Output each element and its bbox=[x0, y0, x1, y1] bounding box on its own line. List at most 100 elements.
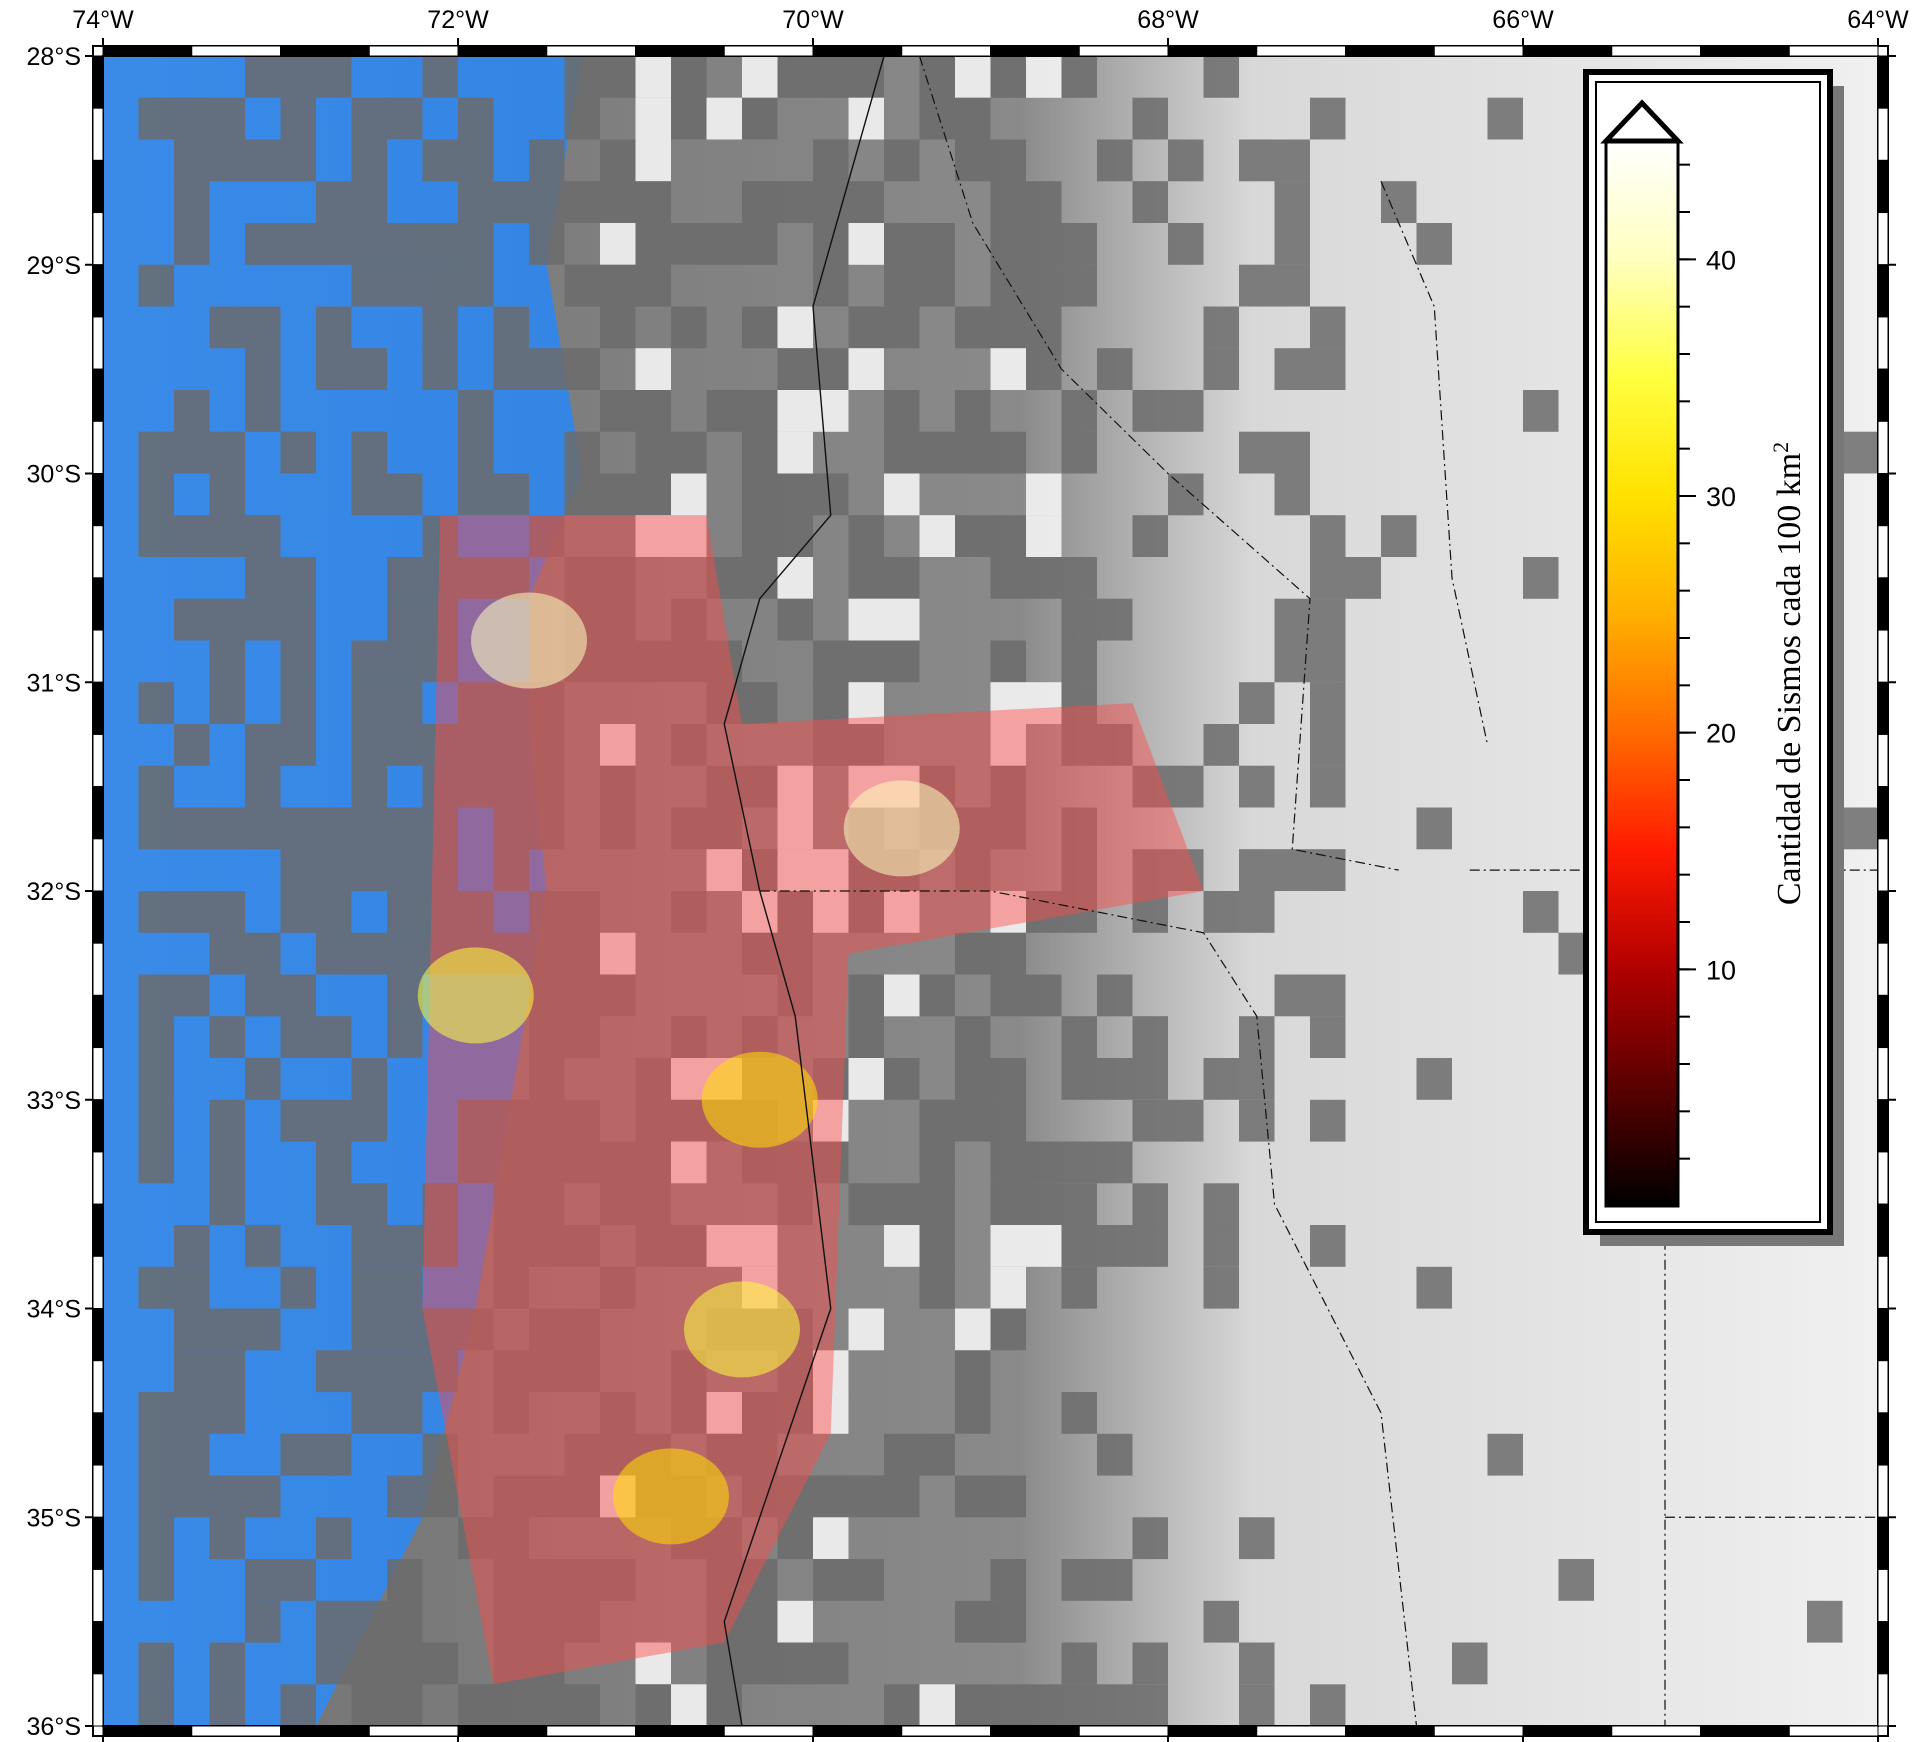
seismicity-cell bbox=[1310, 306, 1346, 349]
frame-segment bbox=[92, 681, 104, 735]
frame-segment bbox=[1877, 786, 1889, 840]
seismicity-cell bbox=[1310, 724, 1346, 766]
seismicity-cell bbox=[316, 891, 352, 933]
seismicity-cell bbox=[280, 56, 316, 98]
seismicity-cell bbox=[351, 1392, 387, 1434]
frame-segment bbox=[1877, 1673, 1889, 1727]
seismicity-cell bbox=[209, 1099, 245, 1142]
seismicity-cell bbox=[1239, 1684, 1275, 1726]
seismicity-cell bbox=[564, 974, 600, 1017]
seismicity-cell bbox=[174, 431, 210, 474]
seismicity-cell bbox=[209, 1517, 245, 1560]
seismicity-cell bbox=[209, 891, 245, 933]
seismicity-cell bbox=[280, 139, 316, 182]
frame-segment bbox=[92, 1203, 104, 1257]
seismicity-cell bbox=[635, 56, 671, 98]
seismicity-cell bbox=[1097, 1225, 1133, 1267]
seismicity-cell bbox=[671, 306, 707, 349]
seismicity-cell bbox=[174, 181, 210, 223]
seismicity-cell bbox=[990, 1183, 1026, 1226]
seismicity-cell bbox=[600, 1559, 636, 1601]
seismicity-cell bbox=[706, 849, 742, 891]
seismicity-cell bbox=[422, 765, 458, 808]
colorbar-title: Cantidad de Sismos cada 100 km2 bbox=[1768, 442, 1809, 905]
seismicity-cell bbox=[1061, 1642, 1097, 1685]
frame-segment bbox=[368, 45, 459, 57]
seismicity-cell bbox=[919, 97, 955, 140]
seismicity-cell bbox=[245, 557, 281, 599]
seismicity-cell bbox=[1061, 724, 1097, 766]
seismicity-cell bbox=[706, 1559, 742, 1601]
seismicity-cell bbox=[990, 1475, 1026, 1518]
seismicity-cell bbox=[600, 640, 636, 683]
seismicity-cell bbox=[1097, 139, 1133, 182]
frame-segment bbox=[901, 1725, 991, 1737]
seismicity-cell bbox=[990, 515, 1026, 557]
seismicity-cell bbox=[884, 264, 920, 307]
seismicity-cell bbox=[706, 1225, 742, 1267]
seismicity-cell bbox=[529, 1058, 565, 1100]
seismicity-cell bbox=[280, 891, 316, 933]
seismicity-cell bbox=[990, 640, 1026, 683]
seismicity-cell bbox=[280, 431, 316, 474]
seismicity-cell bbox=[813, 1141, 849, 1184]
seismicity-cell bbox=[138, 431, 174, 474]
seismicity-cell bbox=[316, 807, 352, 850]
seismicity-cell bbox=[351, 1684, 387, 1726]
seismicity-cell bbox=[635, 139, 671, 182]
latitude-label: 34°S bbox=[27, 1296, 81, 1324]
seismicity-cell bbox=[1345, 557, 1381, 599]
seismicity-cell bbox=[280, 557, 316, 599]
longitude-label: 68°W bbox=[1137, 6, 1199, 34]
seismicity-cell bbox=[493, 1684, 529, 1726]
seismicity-cell bbox=[387, 1016, 423, 1058]
seismicity-cell bbox=[1026, 306, 1062, 349]
seismicity-cell bbox=[635, 1183, 671, 1226]
seismicity-cell bbox=[1274, 139, 1310, 182]
seismicity-cell bbox=[635, 1141, 671, 1184]
frame-segment bbox=[92, 1673, 104, 1727]
seismicity-cell bbox=[955, 1684, 991, 1726]
seismicity-cell bbox=[955, 431, 991, 474]
frame-segment bbox=[1345, 1725, 1435, 1737]
seismicity-cell bbox=[351, 348, 387, 390]
frame-segment bbox=[1877, 1621, 1889, 1675]
seismicity-cell bbox=[138, 1684, 174, 1726]
frame-segment bbox=[1877, 473, 1889, 527]
seismicity-cell bbox=[209, 306, 245, 349]
frame-segment bbox=[1611, 45, 1701, 57]
seismicity-cell bbox=[138, 682, 174, 724]
seismicity-cell bbox=[458, 557, 494, 599]
seismicity-cell bbox=[742, 765, 778, 808]
seismicity-cell bbox=[1026, 1183, 1062, 1226]
seismicity-cell bbox=[1168, 473, 1204, 516]
seismicity-cell bbox=[1274, 849, 1310, 891]
seismicity-cell bbox=[1203, 56, 1239, 98]
seismicity-cell bbox=[990, 807, 1026, 850]
seismicity-cell bbox=[1097, 1433, 1133, 1476]
frame-segment bbox=[1522, 1725, 1613, 1737]
seismicity-cell bbox=[1203, 891, 1239, 933]
seismicity-cell bbox=[493, 1642, 529, 1685]
seismicity-cell bbox=[387, 932, 423, 975]
seismicity-cell bbox=[813, 1642, 849, 1685]
seismicity-cell bbox=[529, 891, 565, 933]
seismicity-cell bbox=[564, 1225, 600, 1267]
seismicity-cell bbox=[458, 473, 494, 516]
seismicity-cell bbox=[955, 849, 991, 891]
seismicity-cell bbox=[919, 56, 955, 98]
seismicity-cell bbox=[1132, 97, 1168, 140]
seismicity-cell bbox=[1168, 223, 1204, 265]
seismicity-cell bbox=[955, 1016, 991, 1058]
frame-segment bbox=[92, 1099, 104, 1153]
seismicity-cell bbox=[742, 390, 778, 432]
frame-segment bbox=[92, 1360, 104, 1414]
seismicity-hotspot bbox=[471, 592, 587, 689]
seismicity-cell bbox=[1381, 515, 1417, 557]
seismicity-cell bbox=[884, 139, 920, 182]
seismicity-cell bbox=[777, 765, 813, 808]
frame-segment bbox=[1167, 45, 1258, 57]
seismicity-cell bbox=[848, 306, 884, 349]
seismicity-cell bbox=[600, 598, 636, 641]
seismicity-cell bbox=[1274, 223, 1310, 265]
